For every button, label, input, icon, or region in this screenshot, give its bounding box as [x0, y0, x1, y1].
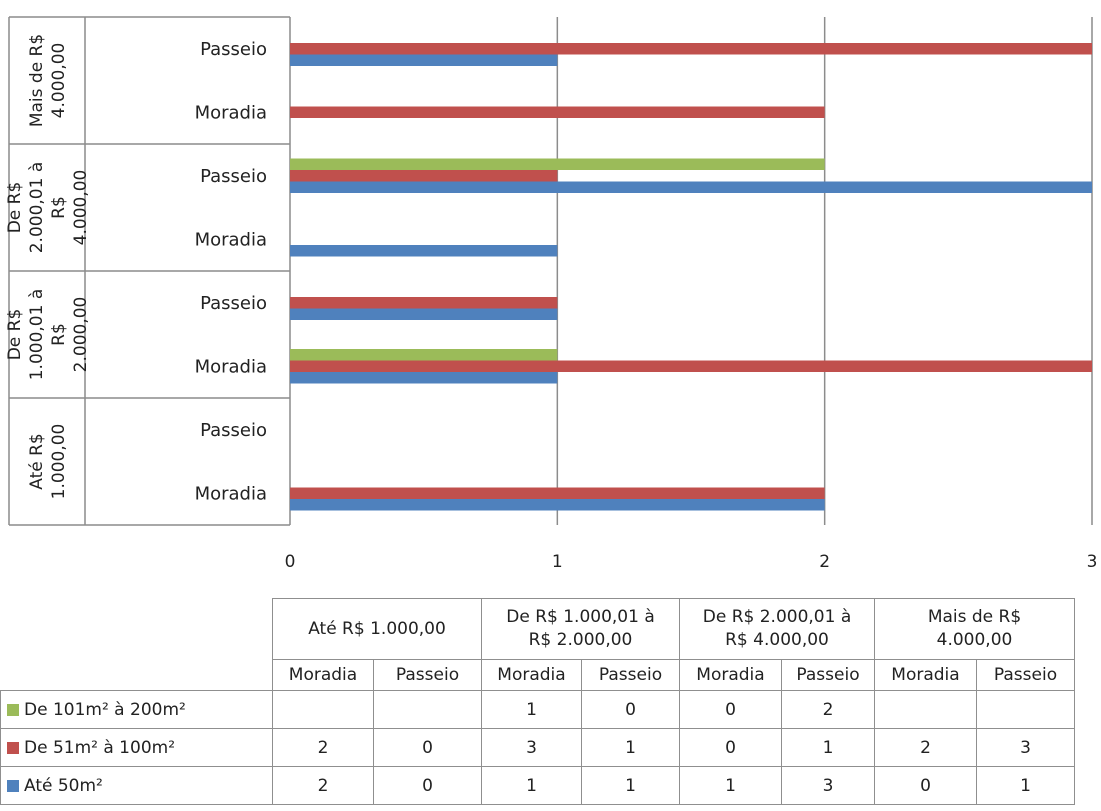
group-label-line: 2.000,00: [71, 297, 91, 373]
bar: [290, 360, 1092, 372]
bar: [290, 54, 558, 66]
subheader: Moradia: [481, 659, 582, 691]
group-label-line: 1.000,00: [49, 424, 69, 500]
legend-swatch: [7, 741, 19, 754]
group-label-line: Até R$: [27, 433, 47, 490]
series-label: Até 50m²: [0, 766, 273, 805]
group-header: De R$ 1.000,01 à R$ 2.000,00: [481, 598, 680, 660]
table-cell: 1: [781, 728, 875, 767]
table-cell: 2: [272, 728, 374, 767]
table-cell: 1: [481, 690, 582, 729]
table-cell: 3: [976, 728, 1075, 767]
group-label: De R$ 1.000,01 à R$ 2.000,00: [5, 289, 91, 381]
bar: [290, 245, 558, 257]
group-label-line: R$: [49, 196, 69, 219]
group-header: De R$ 2.000,01 à R$ 4.000,00: [679, 598, 875, 660]
subcategory-label: Moradia: [195, 229, 267, 250]
table-cell: 1: [581, 728, 680, 767]
table-cell: [373, 690, 482, 729]
table-cell: 0: [373, 728, 482, 767]
bar: [290, 181, 1092, 193]
subcategory-label: Moradia: [195, 483, 267, 504]
data-table: Até R$ 1.000,00 De R$ 1.000,01 à R$ 2.000…: [0, 598, 1075, 805]
bar: [290, 487, 825, 499]
series-label: De 51m² à 100m²: [0, 728, 273, 767]
subcategory-label: Moradia: [195, 356, 267, 377]
table-cell: 1: [581, 766, 680, 805]
table-cell: 2: [272, 766, 374, 805]
x-tick-label: 3: [1087, 552, 1098, 572]
group-label-line: Mais de R$: [27, 34, 47, 127]
x-tick-label: 0: [285, 552, 296, 572]
bar: [290, 308, 558, 320]
table-cell: 2: [781, 690, 875, 729]
x-tick-label: 1: [552, 552, 563, 572]
subheader: Passeio: [581, 659, 680, 691]
table-cell: [976, 690, 1075, 729]
group-header: Mais de R$ 4.000,00: [874, 598, 1075, 660]
table-cell: 0: [581, 690, 680, 729]
table-cell: 0: [373, 766, 482, 805]
table-cell: 1: [976, 766, 1075, 805]
group-label-line: De R$: [5, 182, 25, 234]
subheader: Passeio: [976, 659, 1075, 691]
subheader: Moradia: [272, 659, 374, 691]
table-cell: [874, 690, 977, 729]
bar: [290, 372, 558, 384]
group-label-line: 4.000,00: [49, 43, 69, 119]
table-cell: 0: [679, 690, 782, 729]
subheader: Passeio: [781, 659, 875, 691]
group-label-line: De R$: [5, 309, 25, 361]
group-label: Mais de R$ 4.000,00: [27, 34, 69, 127]
bar: [290, 499, 825, 511]
table-cell: 0: [874, 766, 977, 805]
subheader: Moradia: [874, 659, 977, 691]
subcategory-label: Passeio: [200, 420, 267, 441]
table-cell: 0: [679, 728, 782, 767]
bar: [290, 349, 558, 361]
table-row: De 51m² à 100m² 2 0 3 1 0 1 2 3: [0, 728, 1075, 767]
group-label-line: R$: [49, 323, 69, 346]
table-cell: 1: [481, 766, 582, 805]
bar: [290, 170, 558, 182]
group-header: Até R$ 1.000,00: [272, 598, 482, 660]
subheader: Passeio: [373, 659, 482, 691]
subcategory-label: Moradia: [195, 102, 267, 123]
table-row: De 101m² à 200m² 1 0 0 2: [0, 690, 1075, 729]
group-label-line: 2.000,01 à: [27, 162, 47, 254]
table-cell: 3: [781, 766, 875, 805]
legend-swatch: [7, 703, 19, 716]
x-tick-label: 2: [819, 552, 830, 572]
table-cell: [272, 690, 374, 729]
table-cell: 3: [481, 728, 582, 767]
table-subheader-row: Moradia Passeio Moradia Passeio Moradia …: [1, 659, 1075, 691]
bar: [290, 158, 825, 170]
group-label: De R$ 2.000,01 à R$ 4.000,00: [5, 162, 91, 254]
group-label-line: 1.000,01 à: [27, 289, 47, 381]
bar: [290, 43, 1092, 55]
table-cell: 1: [679, 766, 782, 805]
group-label: Até R$ 1.000,00: [27, 424, 69, 500]
legend-swatch: [7, 779, 19, 792]
subheader: Moradia: [679, 659, 782, 691]
bar: [290, 106, 825, 118]
bar: [290, 297, 558, 309]
series-label: De 101m² à 200m²: [0, 690, 273, 729]
subcategory-label: Passeio: [200, 39, 267, 60]
table-row: Até 50m² 2 0 1 1 1 3 0 1: [0, 766, 1075, 805]
subcategory-label: Passeio: [200, 293, 267, 314]
group-label-line: 4.000,00: [71, 170, 91, 246]
subcategory-label: Passeio: [200, 166, 267, 187]
table-group-header-row: Até R$ 1.000,00 De R$ 1.000,01 à R$ 2.000…: [1, 598, 1075, 660]
table-cell: 2: [874, 728, 977, 767]
